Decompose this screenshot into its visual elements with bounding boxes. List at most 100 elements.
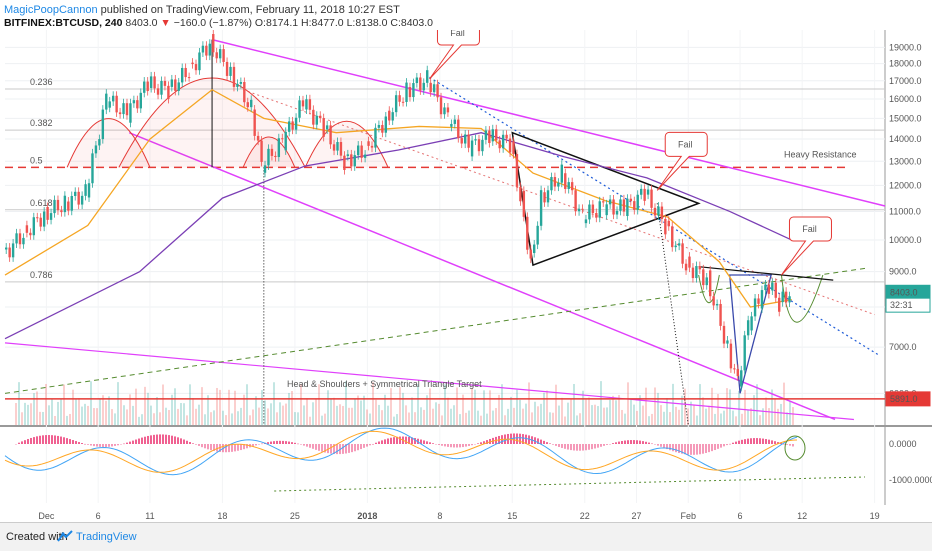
volume-bar <box>210 412 212 425</box>
volume-bar <box>171 394 173 425</box>
volume-bar <box>444 384 446 425</box>
macd-histogram-bar <box>111 444 113 447</box>
candle-body <box>405 82 408 102</box>
macd-histogram-bar <box>393 437 395 444</box>
macd-histogram-bar <box>588 444 590 450</box>
volume-bar <box>228 389 230 425</box>
macd-histogram-bar <box>762 438 764 444</box>
candle-body <box>212 34 215 53</box>
candle-body <box>281 138 284 140</box>
macd-histogram-bar <box>135 439 137 444</box>
macd-histogram-bar <box>702 444 704 454</box>
volume-bar <box>594 404 596 425</box>
volume-bar <box>582 390 584 425</box>
macd-histogram-bar <box>606 444 608 445</box>
candle-body <box>312 109 315 125</box>
volume-bar <box>27 404 29 425</box>
macd-histogram-bar <box>159 434 161 444</box>
macd-histogram-bar <box>117 444 119 446</box>
volume-bar <box>66 415 68 425</box>
volume-bar <box>342 405 344 425</box>
macd-histogram-bar <box>447 444 449 447</box>
volume-bar <box>258 407 260 425</box>
volume-bar <box>294 412 296 425</box>
volume-bar <box>198 404 200 425</box>
macd-trend-line <box>274 476 866 492</box>
volume-bar <box>315 398 317 425</box>
price-chart[interactable]: 19000.0 18000.0 17000.0 16000.0 15000.0 14000… <box>0 30 932 522</box>
candle-body <box>167 85 170 99</box>
candle-body <box>467 134 470 148</box>
macd-histogram-bar <box>774 441 776 444</box>
volume-bar <box>33 393 35 425</box>
macd-histogram-bar <box>651 443 653 445</box>
macd-histogram-bar <box>735 441 737 444</box>
macd-histogram-bar <box>300 444 302 445</box>
macd-histogram-bar <box>678 444 680 454</box>
macd-histogram-bar <box>54 435 56 444</box>
macd-histogram-bar <box>687 444 689 455</box>
candle-body <box>688 256 691 268</box>
candle-body <box>595 213 598 218</box>
tradingview-brand[interactable]: TradingView <box>76 531 137 543</box>
volume-bar <box>96 408 98 425</box>
author-link[interactable]: MagicPoopCannon <box>4 4 98 16</box>
volume-bar <box>21 412 23 425</box>
candle-body <box>460 138 463 144</box>
volume-bar <box>486 413 488 425</box>
macd-histogram-bar <box>711 444 713 452</box>
tradingview-logo-icon <box>57 530 73 542</box>
macd-histogram-bar <box>198 444 200 446</box>
macd-histogram-bar <box>459 444 461 448</box>
channel-lower-line <box>128 131 836 421</box>
volume-bar <box>99 398 101 425</box>
volume-bar <box>636 410 638 425</box>
candle-body <box>74 191 77 196</box>
candle-body <box>239 82 243 84</box>
volume-bar <box>204 414 206 425</box>
candle-body <box>602 201 605 203</box>
candle-body <box>639 188 643 195</box>
candle-body <box>436 84 439 98</box>
macd-line <box>4 427 798 476</box>
macd-histogram-bar <box>189 442 191 444</box>
volume-bar <box>480 415 482 425</box>
x-tick-label: 12 <box>797 511 807 521</box>
candle-body <box>377 124 381 128</box>
macd-histogram-bar <box>690 444 692 455</box>
volume-bar <box>687 408 689 425</box>
candle-body <box>612 199 615 215</box>
volume-bar <box>231 413 233 425</box>
volume-bar <box>414 412 416 425</box>
trend-line <box>4 342 854 421</box>
candle-body <box>698 266 702 270</box>
volume-bar <box>390 388 392 425</box>
macd-histogram-bar <box>45 435 47 444</box>
macd-histogram-bar <box>321 444 323 452</box>
macd-histogram-bar <box>21 441 23 444</box>
candle-body <box>598 201 601 218</box>
macd-histogram-bar <box>327 444 329 454</box>
candle-body <box>246 102 249 108</box>
macd-histogram-bar <box>753 438 755 444</box>
macd-histogram-bar <box>354 444 356 452</box>
macd-histogram-bar <box>732 442 734 444</box>
macd-histogram-bar <box>594 444 596 449</box>
volume-bar <box>516 389 518 425</box>
volume-bar <box>417 384 419 425</box>
macd-histogram-bar <box>477 443 479 444</box>
macd-histogram-bar <box>618 441 620 444</box>
macd-histogram-bar <box>399 436 401 444</box>
volume-bar <box>513 407 515 425</box>
candle-body <box>543 192 546 203</box>
candle-body <box>443 107 446 115</box>
volume-bar <box>327 390 329 425</box>
macd-histogram-bar <box>648 442 650 444</box>
macd-histogram-bar <box>408 436 410 444</box>
volume-bar <box>792 407 794 425</box>
volume-bar <box>756 384 758 425</box>
dotted-trend-line-red <box>242 89 875 316</box>
volume-bar <box>447 397 449 425</box>
macd-histogram-bar <box>573 444 575 451</box>
macd-histogram-bar <box>600 444 602 447</box>
